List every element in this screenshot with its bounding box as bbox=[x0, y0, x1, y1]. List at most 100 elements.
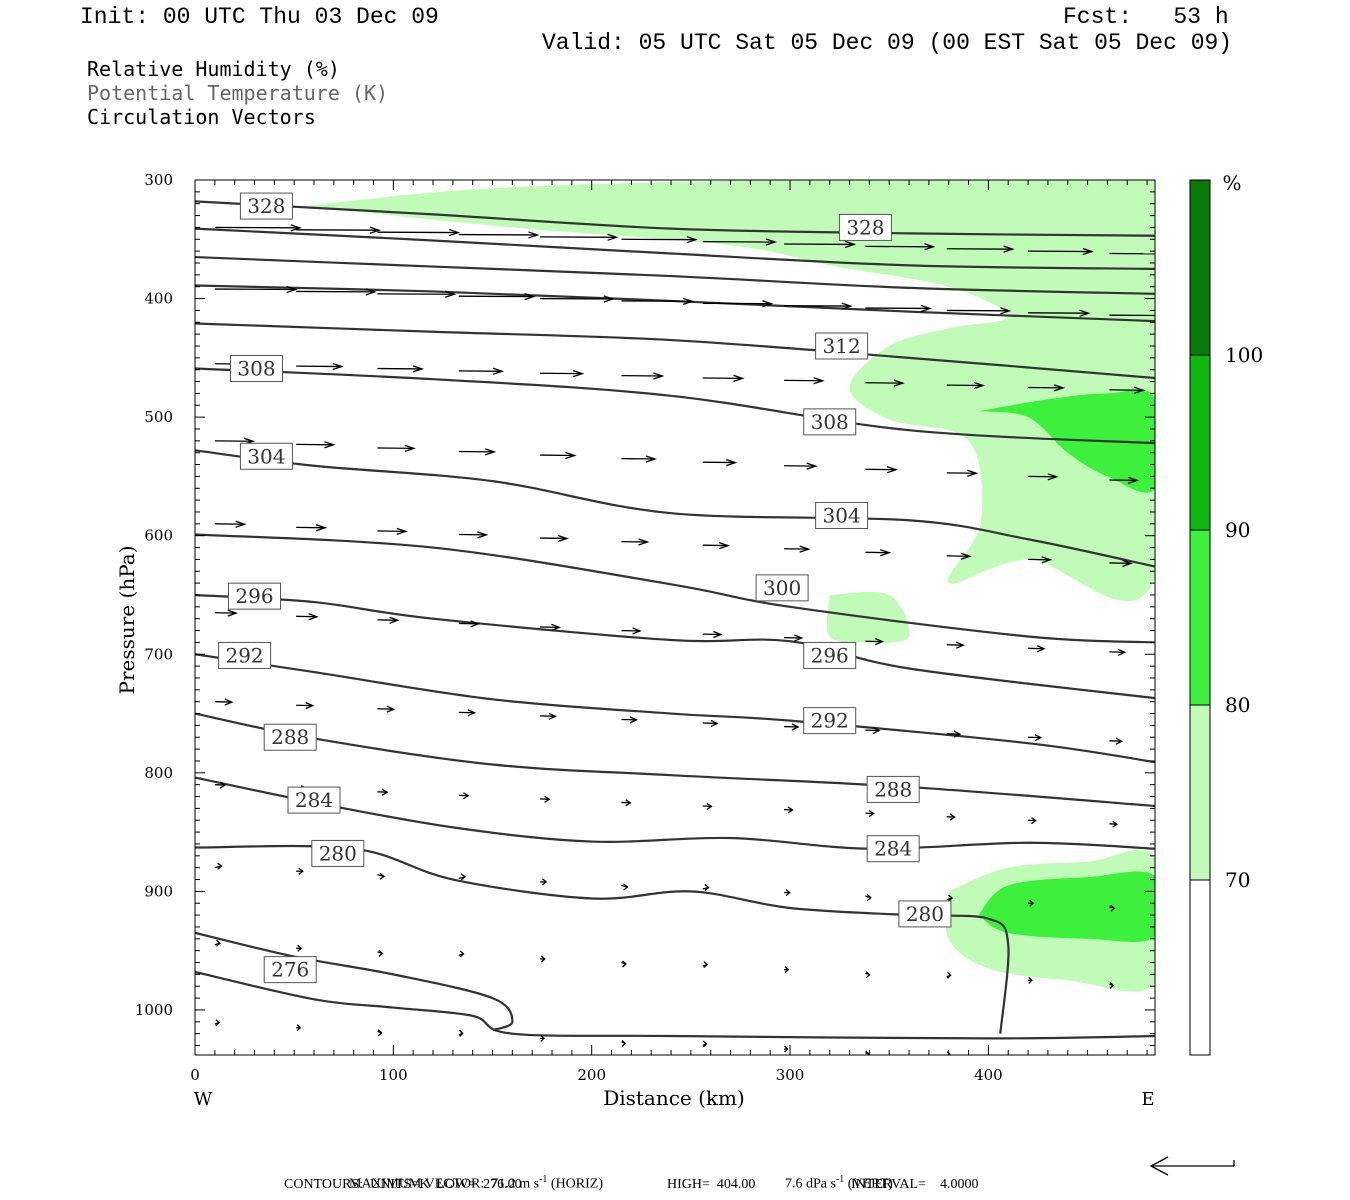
vector-head bbox=[791, 723, 800, 731]
vector-arrow bbox=[458, 367, 505, 375]
color-bar-segment bbox=[1189, 354, 1211, 531]
vector-arrow bbox=[621, 455, 657, 463]
vector-head bbox=[765, 238, 778, 246]
vector-head bbox=[967, 469, 979, 477]
vector-head bbox=[305, 702, 315, 710]
contour-label-text: 276 bbox=[271, 958, 309, 982]
color-bar-segment bbox=[1189, 179, 1211, 356]
vector-head bbox=[459, 1029, 464, 1037]
vector-head bbox=[653, 372, 665, 380]
footer-max-vert: 7.6 dPa s-1 (VERT) bbox=[778, 1158, 893, 1193]
vector-head bbox=[1110, 1062, 1113, 1068]
contour-label-text: 288 bbox=[874, 777, 912, 801]
vector-arrow bbox=[540, 623, 562, 631]
vector-arrow bbox=[784, 806, 794, 814]
x-tick-label: 200 bbox=[577, 1066, 606, 1084]
vector-head bbox=[572, 370, 585, 378]
vector-arrow bbox=[214, 1019, 221, 1027]
color-bar-label: 100 bbox=[1225, 343, 1263, 367]
vector-head bbox=[286, 285, 298, 294]
vector-arrow bbox=[458, 231, 540, 239]
vector-arrow bbox=[1109, 559, 1133, 567]
vector-head bbox=[227, 609, 239, 617]
vector-arrow bbox=[458, 448, 497, 456]
vector-arrow bbox=[1028, 1057, 1031, 1063]
vector-head bbox=[544, 795, 551, 803]
contour-label-288: 288 bbox=[866, 775, 920, 803]
vector-head bbox=[1127, 476, 1140, 484]
vector-head bbox=[713, 630, 723, 639]
vector-head bbox=[217, 862, 223, 870]
footer-contours-high: HIGH= 404.00 bbox=[667, 1177, 756, 1192]
vector-head bbox=[726, 458, 738, 467]
contour-label-box bbox=[263, 956, 317, 984]
contour-label-box bbox=[803, 641, 857, 669]
contour-label-text: 284 bbox=[295, 788, 333, 812]
footer-horiz-tag: (HORIZ) bbox=[547, 1176, 604, 1192]
vector-head bbox=[1028, 1057, 1031, 1063]
color-bar-segment bbox=[1189, 704, 1211, 881]
vector-head bbox=[645, 455, 657, 463]
color-bar-label: 80 bbox=[1225, 693, 1250, 717]
vector-arrow bbox=[946, 552, 972, 560]
contour-label-box bbox=[866, 835, 920, 863]
vector-arrow bbox=[1109, 904, 1116, 912]
vector-arrow bbox=[458, 792, 470, 800]
contour-label-layer: 328 328 312 308 308 304 304 300 296 296 292 292 288 2… bbox=[218, 192, 952, 984]
vector-arrow bbox=[865, 379, 905, 387]
vector-arrow bbox=[865, 726, 881, 735]
vector-head bbox=[463, 792, 470, 800]
vector-head bbox=[703, 961, 709, 969]
vector-arrow bbox=[1028, 473, 1059, 481]
contour-label-text: 300 bbox=[763, 576, 801, 600]
contour-label-box bbox=[218, 641, 272, 669]
vector-arrow bbox=[784, 723, 800, 731]
legend-circulation-vectors: Circulation Vectors bbox=[87, 105, 316, 129]
vector-head bbox=[477, 531, 489, 539]
vector-arrow bbox=[296, 288, 377, 296]
vector-head bbox=[706, 802, 713, 810]
vector-arrow bbox=[458, 950, 465, 958]
color-bar-unit: % bbox=[1222, 171, 1241, 195]
vector-arrow bbox=[865, 1050, 870, 1055]
vector-arrow bbox=[1109, 981, 1115, 989]
vector-head bbox=[551, 623, 562, 631]
rh-color-bar: 70 80 90 100 bbox=[1189, 179, 1263, 1056]
vector-head bbox=[632, 627, 642, 635]
contour-label-276: 276 bbox=[263, 956, 317, 984]
vector-arrow bbox=[540, 955, 546, 963]
vector-head bbox=[621, 1039, 627, 1047]
contour-label-text: 308 bbox=[811, 410, 849, 434]
theta-contour-308 bbox=[195, 449, 1155, 568]
vector-arrow bbox=[1109, 314, 1155, 317]
vector-arrow bbox=[946, 641, 965, 649]
vector-arrow bbox=[296, 944, 303, 952]
y-tick-label: 700 bbox=[144, 645, 173, 663]
contour-label-280: 280 bbox=[898, 900, 952, 928]
vector-head bbox=[702, 1040, 708, 1048]
vector-arrow bbox=[214, 285, 298, 294]
vector-head bbox=[1036, 645, 1046, 653]
vector-head bbox=[1112, 820, 1118, 828]
vector-arrow bbox=[377, 228, 461, 237]
vector-head bbox=[396, 527, 408, 535]
vector-arrow bbox=[702, 802, 713, 810]
vector-head bbox=[784, 966, 790, 974]
vector-arrow bbox=[296, 613, 319, 621]
contour-label-280: 280 bbox=[311, 839, 365, 867]
theta-contour-316 bbox=[195, 322, 1155, 380]
y-tick-label: 600 bbox=[144, 527, 173, 545]
vector-head bbox=[565, 451, 577, 460]
contour-label-text: 292 bbox=[225, 643, 263, 667]
vector-arrow bbox=[702, 719, 719, 728]
vector-head bbox=[625, 799, 632, 807]
vector-arrow bbox=[702, 300, 774, 308]
vector-arrow bbox=[946, 381, 986, 390]
y-axis-title: Pressure (hPa) bbox=[115, 546, 139, 695]
vector-head bbox=[1082, 247, 1094, 256]
contour-label-text: 304 bbox=[247, 444, 285, 468]
vector-arrow bbox=[865, 809, 875, 818]
vector-arrow bbox=[621, 627, 642, 635]
contour-label-box bbox=[239, 442, 293, 470]
vector-head bbox=[459, 950, 465, 958]
